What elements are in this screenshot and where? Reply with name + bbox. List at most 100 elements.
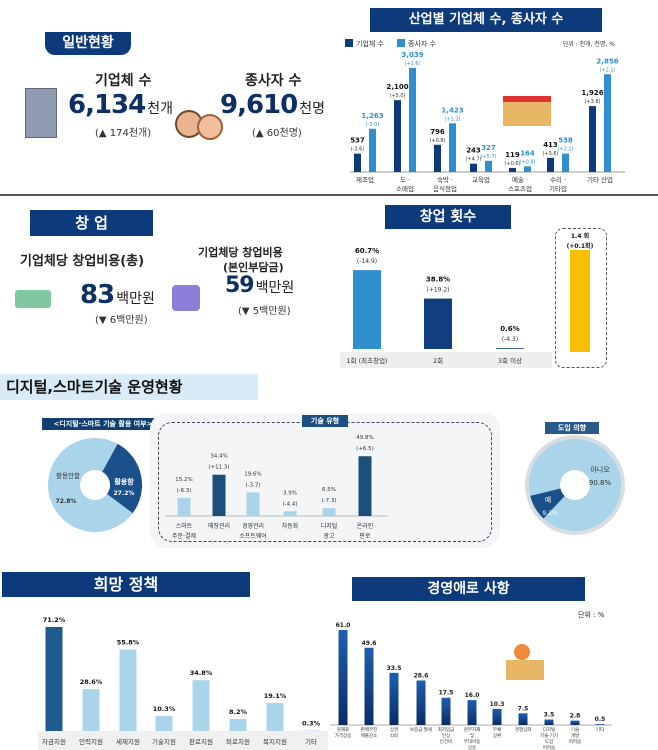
category-label: 기술 개발 어려움 xyxy=(569,726,581,745)
category-label: 기타 산업 xyxy=(587,175,613,184)
category-label: 온라인 판로 xyxy=(357,522,374,540)
category-label: 1회 (최초창업) xyxy=(346,356,387,365)
bar-tech-type xyxy=(322,508,336,516)
workers-change: (▲ 60천명) xyxy=(252,128,302,139)
value-label: 2,100 xyxy=(386,83,408,91)
bar-workers xyxy=(409,68,416,172)
legend-workers: 종사자 수 xyxy=(408,39,437,48)
worker-illustration xyxy=(506,660,544,680)
shop-illustration xyxy=(503,100,551,126)
change-label: (-6.3) xyxy=(176,488,191,494)
slice-value: 27.2% xyxy=(114,490,135,497)
category-label: 판로지원 xyxy=(189,737,213,746)
slice-label: 활용함 xyxy=(114,477,134,486)
bar-difficulty xyxy=(544,719,554,725)
bar-firms xyxy=(394,100,401,172)
value-label: 28.6% xyxy=(80,678,103,686)
bar-difficulty xyxy=(364,647,374,725)
startup-self-label: 기업체당 창업비용 xyxy=(198,246,283,259)
category-label: 세제지원 xyxy=(116,737,140,746)
average-change: (+0.1회) xyxy=(567,242,594,250)
category-label: 3회 이상 xyxy=(498,356,522,365)
digital-title: 디지털,스마트기술 운영현황 xyxy=(6,378,183,396)
bar-firms xyxy=(547,157,554,172)
value-label: 7.5 xyxy=(518,705,529,712)
average-label: 1.4 회 xyxy=(571,232,589,240)
building-icon xyxy=(25,88,57,138)
startup-total-change: (▼ 6백만원) xyxy=(95,315,148,326)
value-label: 49.6 xyxy=(362,640,377,647)
slice-label: 예 xyxy=(545,495,551,504)
workers-value: 9,610 xyxy=(220,90,298,120)
bar-firms xyxy=(470,163,477,172)
value-label: 0.6% xyxy=(500,325,519,333)
bar-difficulty xyxy=(441,697,451,725)
change-label: (+2.1) xyxy=(599,67,615,73)
slice-value: 72.8% xyxy=(56,498,77,505)
bar-policy xyxy=(192,680,210,731)
people-icon-2 xyxy=(197,114,223,140)
value-label: 60.7% xyxy=(355,247,379,255)
value-label: 15.2% xyxy=(175,477,192,483)
startup-total-unit: 백만원 xyxy=(116,291,155,307)
startup-self-value: 59 xyxy=(225,273,255,298)
general-title: 일반현황 xyxy=(45,32,131,55)
category-label: 예술 · 스포츠업 xyxy=(508,175,532,193)
value-label: 537 xyxy=(350,137,365,145)
category-label: 자동화 xyxy=(282,522,299,530)
donut-hole xyxy=(80,470,110,500)
bar-policy xyxy=(119,649,137,731)
category-label: 기술지원 xyxy=(152,737,176,746)
change-label: (-4.3) xyxy=(502,336,518,343)
bar-firms xyxy=(509,167,516,172)
firms-value-row: 6,134 천개 xyxy=(68,90,173,120)
value-label: 38.8% xyxy=(426,276,450,284)
difficulty-title: 경영애로 사항 xyxy=(352,577,585,601)
value-label: 19.1% xyxy=(264,692,287,700)
bar-difficulty xyxy=(518,713,528,725)
value-label: 164 xyxy=(520,149,535,157)
donut-hole xyxy=(560,470,590,500)
category-label: 교육업 xyxy=(472,176,490,184)
value-label: 6.5% xyxy=(322,487,336,493)
bar-tech-type xyxy=(358,456,372,516)
category-label: 자금지원 xyxy=(42,737,66,746)
change-label: (+0.8) xyxy=(519,159,535,165)
usage-title: <디지털·스마트 기술 활용 여부> xyxy=(42,418,164,430)
bar-policy xyxy=(266,703,284,731)
value-label: 0.3% xyxy=(302,720,321,728)
shop-awning xyxy=(503,96,551,102)
firms-value: 6,134 xyxy=(68,90,146,120)
industry-chart-title: 산업별 기업체 수, 종사자 수 xyxy=(370,8,602,32)
value-label: 2.8 xyxy=(570,713,581,720)
change-label: (+0.6) xyxy=(504,161,520,167)
bar-difficulty xyxy=(492,708,502,725)
value-label: 16.0 xyxy=(465,692,480,699)
value-label: 1,263 xyxy=(361,112,383,120)
category-label: 판매부진 매출감소 xyxy=(361,726,378,739)
change-label: (-3.7) xyxy=(245,482,260,488)
category-label: 원재료 가격상승 xyxy=(335,726,352,739)
change-label: (+1.2) xyxy=(444,116,460,122)
bar-tech-type xyxy=(212,474,226,516)
value-label: 34.8% xyxy=(190,669,213,677)
category-label: 퇴로지원 xyxy=(226,737,250,746)
types-title: 기술 유형 xyxy=(302,415,348,427)
category-label: 매장관리 xyxy=(208,522,230,530)
value-label: 1,423 xyxy=(441,106,463,114)
category-label: 인력지원 xyxy=(79,737,103,746)
change-label: (-3.0) xyxy=(366,122,380,128)
category-band xyxy=(340,352,552,368)
value-label: 61.0 xyxy=(336,622,351,629)
change-label: (+5.7) xyxy=(480,154,496,160)
category-label: 도 · 소매업 xyxy=(396,176,414,193)
change-label: (-3.6) xyxy=(351,147,365,153)
startup-total-label: 기업체당 창업비용(총) xyxy=(20,254,145,269)
slice-using xyxy=(102,443,142,514)
value-label: 3.9% xyxy=(283,490,297,496)
divider xyxy=(0,194,330,196)
value-label: 33.5 xyxy=(387,665,402,672)
bar-startup-count xyxy=(496,348,524,349)
